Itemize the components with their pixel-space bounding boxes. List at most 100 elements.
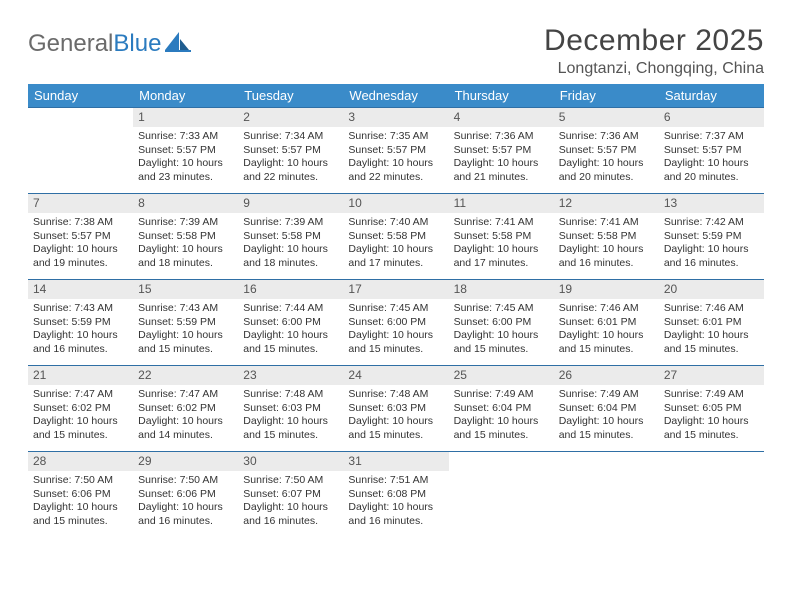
- sunset-line: Sunset: 6:01 PM: [559, 316, 654, 329]
- daylight-line: Daylight: 10 hours and 15 minutes.: [454, 415, 549, 442]
- weekday-header: Wednesday: [343, 84, 448, 108]
- calendar-cell: 13Sunrise: 7:42 AMSunset: 5:59 PMDayligh…: [659, 194, 764, 280]
- calendar-cell: 24Sunrise: 7:48 AMSunset: 6:03 PMDayligh…: [343, 366, 448, 452]
- brand-part2: Blue: [113, 30, 161, 57]
- day-number: 12: [554, 194, 659, 213]
- calendar-cell: 12Sunrise: 7:41 AMSunset: 5:58 PMDayligh…: [554, 194, 659, 280]
- day-number: 14: [28, 280, 133, 299]
- sunrise-line: Sunrise: 7:45 AM: [348, 302, 443, 315]
- sunrise-line: Sunrise: 7:36 AM: [559, 130, 654, 143]
- sunrise-line: Sunrise: 7:41 AM: [454, 216, 549, 229]
- calendar-cell: 30Sunrise: 7:50 AMSunset: 6:07 PMDayligh…: [238, 452, 343, 538]
- sunset-line: Sunset: 6:02 PM: [33, 402, 128, 415]
- sunrise-line: Sunrise: 7:37 AM: [664, 130, 759, 143]
- sunset-line: Sunset: 5:57 PM: [559, 144, 654, 157]
- day-number: 17: [343, 280, 448, 299]
- daylight-line: Daylight: 10 hours and 16 minutes.: [33, 329, 128, 356]
- day-number: 25: [449, 366, 554, 385]
- sunrise-line: Sunrise: 7:48 AM: [243, 388, 338, 401]
- calendar-cell: 21Sunrise: 7:47 AMSunset: 6:02 PMDayligh…: [28, 366, 133, 452]
- sunset-line: Sunset: 6:04 PM: [559, 402, 654, 415]
- day-number: 1: [133, 108, 238, 127]
- weekday-header: Friday: [554, 84, 659, 108]
- sunset-line: Sunset: 5:59 PM: [138, 316, 233, 329]
- daylight-line: Daylight: 10 hours and 15 minutes.: [243, 415, 338, 442]
- calendar-cell: 1Sunrise: 7:33 AMSunset: 5:57 PMDaylight…: [133, 108, 238, 194]
- calendar-cell: 17Sunrise: 7:45 AMSunset: 6:00 PMDayligh…: [343, 280, 448, 366]
- sunrise-line: Sunrise: 7:38 AM: [33, 216, 128, 229]
- sunset-line: Sunset: 5:59 PM: [33, 316, 128, 329]
- sunrise-line: Sunrise: 7:35 AM: [348, 130, 443, 143]
- day-number: 18: [449, 280, 554, 299]
- daylight-line: Daylight: 10 hours and 15 minutes.: [33, 415, 128, 442]
- sunrise-line: Sunrise: 7:46 AM: [664, 302, 759, 315]
- calendar-week: 28Sunrise: 7:50 AMSunset: 6:06 PMDayligh…: [28, 452, 764, 538]
- sunset-line: Sunset: 5:57 PM: [243, 144, 338, 157]
- sunrise-line: Sunrise: 7:41 AM: [559, 216, 654, 229]
- daylight-line: Daylight: 10 hours and 16 minutes.: [664, 243, 759, 270]
- weekday-header: Monday: [133, 84, 238, 108]
- sunset-line: Sunset: 6:00 PM: [243, 316, 338, 329]
- day-number: 23: [238, 366, 343, 385]
- calendar-cell: 9Sunrise: 7:39 AMSunset: 5:58 PMDaylight…: [238, 194, 343, 280]
- sunrise-line: Sunrise: 7:36 AM: [454, 130, 549, 143]
- sunrise-line: Sunrise: 7:49 AM: [454, 388, 549, 401]
- calendar-cell: 31Sunrise: 7:51 AMSunset: 6:08 PMDayligh…: [343, 452, 448, 538]
- daylight-line: Daylight: 10 hours and 17 minutes.: [454, 243, 549, 270]
- sunrise-line: Sunrise: 7:39 AM: [138, 216, 233, 229]
- calendar-cell: 27Sunrise: 7:49 AMSunset: 6:05 PMDayligh…: [659, 366, 764, 452]
- daylight-line: Daylight: 10 hours and 15 minutes.: [664, 415, 759, 442]
- sunset-line: Sunset: 6:06 PM: [138, 488, 233, 501]
- sunset-line: Sunset: 5:57 PM: [454, 144, 549, 157]
- daylight-line: Daylight: 10 hours and 16 minutes.: [138, 501, 233, 528]
- sunset-line: Sunset: 6:00 PM: [454, 316, 549, 329]
- sunset-line: Sunset: 6:04 PM: [454, 402, 549, 415]
- calendar-cell: 28Sunrise: 7:50 AMSunset: 6:06 PMDayligh…: [28, 452, 133, 538]
- daylight-line: Daylight: 10 hours and 15 minutes.: [559, 329, 654, 356]
- day-number: 7: [28, 194, 133, 213]
- sunset-line: Sunset: 5:58 PM: [559, 230, 654, 243]
- sunset-line: Sunset: 6:03 PM: [243, 402, 338, 415]
- weekday-header-row: SundayMondayTuesdayWednesdayThursdayFrid…: [28, 84, 764, 108]
- calendar-cell: 11Sunrise: 7:41 AMSunset: 5:58 PMDayligh…: [449, 194, 554, 280]
- sunrise-line: Sunrise: 7:47 AM: [138, 388, 233, 401]
- header: GeneralBlue December 2025 Longtanzi, Cho…: [28, 24, 764, 78]
- calendar-cell: 2Sunrise: 7:34 AMSunset: 5:57 PMDaylight…: [238, 108, 343, 194]
- sunset-line: Sunset: 5:57 PM: [138, 144, 233, 157]
- daylight-line: Daylight: 10 hours and 15 minutes.: [559, 415, 654, 442]
- daylight-line: Daylight: 10 hours and 18 minutes.: [138, 243, 233, 270]
- day-number: 16: [238, 280, 343, 299]
- daylight-line: Daylight: 10 hours and 18 minutes.: [243, 243, 338, 270]
- daylight-line: Daylight: 10 hours and 16 minutes.: [348, 501, 443, 528]
- weekday-header: Sunday: [28, 84, 133, 108]
- daylight-line: Daylight: 10 hours and 20 minutes.: [664, 157, 759, 184]
- calendar-cell: 6Sunrise: 7:37 AMSunset: 5:57 PMDaylight…: [659, 108, 764, 194]
- calendar-cell: 20Sunrise: 7:46 AMSunset: 6:01 PMDayligh…: [659, 280, 764, 366]
- day-number: 6: [659, 108, 764, 127]
- daylight-line: Daylight: 10 hours and 15 minutes.: [243, 329, 338, 356]
- daylight-line: Daylight: 10 hours and 16 minutes.: [243, 501, 338, 528]
- calendar-cell: 18Sunrise: 7:45 AMSunset: 6:00 PMDayligh…: [449, 280, 554, 366]
- sunset-line: Sunset: 5:58 PM: [243, 230, 338, 243]
- title-block: December 2025 Longtanzi, Chongqing, Chin…: [544, 24, 764, 78]
- calendar-week: 1Sunrise: 7:33 AMSunset: 5:57 PMDaylight…: [28, 108, 764, 194]
- month-title: December 2025: [544, 24, 764, 58]
- sunrise-line: Sunrise: 7:51 AM: [348, 474, 443, 487]
- daylight-line: Daylight: 10 hours and 15 minutes.: [454, 329, 549, 356]
- day-number: 22: [133, 366, 238, 385]
- daylight-line: Daylight: 10 hours and 17 minutes.: [348, 243, 443, 270]
- sunrise-line: Sunrise: 7:44 AM: [243, 302, 338, 315]
- sunrise-line: Sunrise: 7:40 AM: [348, 216, 443, 229]
- sunset-line: Sunset: 6:05 PM: [664, 402, 759, 415]
- day-number: 13: [659, 194, 764, 213]
- sunset-line: Sunset: 6:08 PM: [348, 488, 443, 501]
- sunrise-line: Sunrise: 7:39 AM: [243, 216, 338, 229]
- weekday-header: Thursday: [449, 84, 554, 108]
- calendar-cell: 7Sunrise: 7:38 AMSunset: 5:57 PMDaylight…: [28, 194, 133, 280]
- sunrise-line: Sunrise: 7:50 AM: [243, 474, 338, 487]
- sunrise-line: Sunrise: 7:34 AM: [243, 130, 338, 143]
- sunset-line: Sunset: 6:06 PM: [33, 488, 128, 501]
- calendar-cell: 22Sunrise: 7:47 AMSunset: 6:02 PMDayligh…: [133, 366, 238, 452]
- calendar-cell: 14Sunrise: 7:43 AMSunset: 5:59 PMDayligh…: [28, 280, 133, 366]
- sunset-line: Sunset: 5:58 PM: [348, 230, 443, 243]
